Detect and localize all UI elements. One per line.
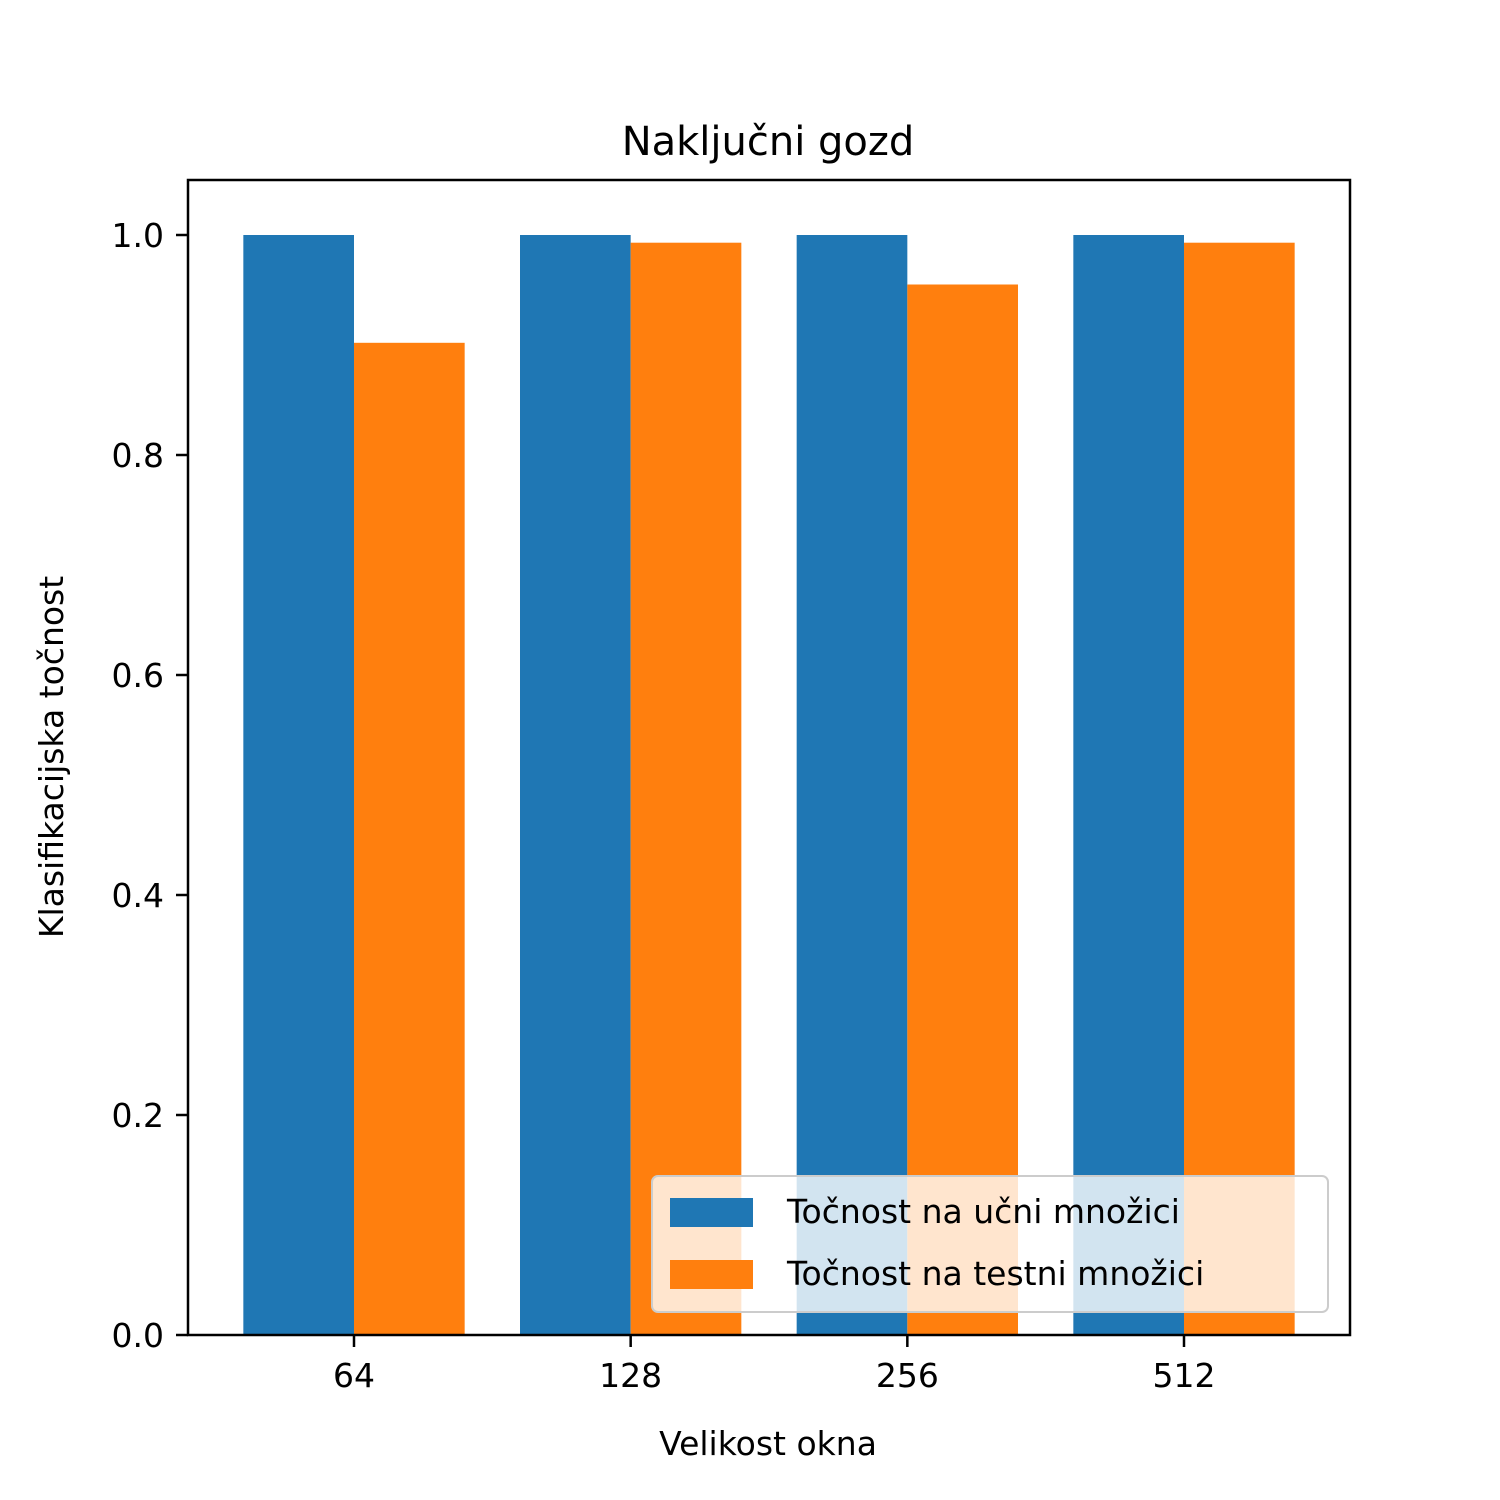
x-tick-label: 256 bbox=[876, 1356, 939, 1395]
bar-test-64 bbox=[354, 342, 465, 1335]
x-tick-label: 512 bbox=[1153, 1356, 1216, 1395]
x-tick-label: 64 bbox=[333, 1356, 375, 1395]
bar-train-256 bbox=[796, 235, 908, 1335]
legend: Točnost na učni množici Točnost na testn… bbox=[651, 1175, 1329, 1313]
bar-train-512 bbox=[1073, 235, 1184, 1335]
bar-train-64 bbox=[243, 235, 354, 1335]
bar-test-512 bbox=[1184, 242, 1295, 1336]
plot-area-frame bbox=[186, 178, 1352, 1337]
legend-box bbox=[651, 1175, 1329, 1313]
chart-title: Naključni gozd bbox=[622, 119, 915, 165]
y-tick-label: 0.4 bbox=[112, 876, 164, 915]
y-tick-label: 0.0 bbox=[112, 1316, 164, 1355]
x-axis-ticks: 64 128 256 512 bbox=[333, 1335, 1216, 1395]
bar-test-128 bbox=[630, 242, 742, 1336]
x-tick-label: 128 bbox=[599, 1356, 662, 1395]
y-tick-label: 1.0 bbox=[112, 216, 164, 255]
legend-label-train: Točnost na učni množici bbox=[786, 1192, 1180, 1231]
bars-group bbox=[243, 235, 1295, 1336]
legend-label-test: Točnost na testni množici bbox=[786, 1254, 1204, 1293]
x-axis-label: Velikost okna bbox=[659, 1424, 877, 1463]
y-tick-label: 0.2 bbox=[112, 1096, 164, 1135]
y-tick-label: 0.8 bbox=[112, 436, 164, 475]
y-axis-label: Klasifikacijska točnost bbox=[32, 576, 71, 938]
legend-swatch-test bbox=[670, 1260, 753, 1289]
bar-train-128 bbox=[520, 235, 631, 1335]
legend-swatch-train bbox=[670, 1198, 753, 1227]
y-axis-ticks: 0.0 0.2 0.4 0.6 0.8 1.0 bbox=[112, 216, 188, 1355]
y-tick-label: 0.6 bbox=[112, 656, 164, 695]
bar-test-256 bbox=[907, 284, 1018, 1335]
